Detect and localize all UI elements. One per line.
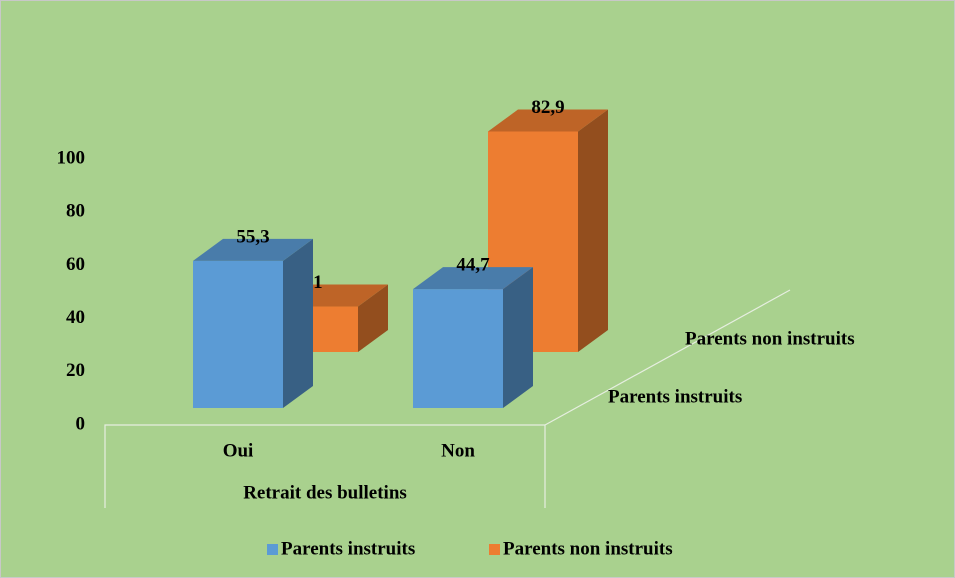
bar-top (193, 238, 313, 261)
floor (104, 289, 791, 508)
data-label: 82,9 (531, 97, 564, 118)
data-label: 55,3 (236, 226, 269, 247)
depth-label: Parents instruits (608, 386, 742, 407)
legend-label: Parents instruits (281, 538, 415, 559)
depth-label: Parents non instruits (685, 328, 855, 349)
legend-swatch (489, 544, 500, 555)
bar-side (503, 267, 533, 408)
data-label: 44,7 (456, 254, 490, 275)
y-tick-label: 60 (66, 254, 85, 275)
bar (413, 289, 503, 408)
bar-top (488, 109, 608, 132)
y-tick-label: 20 (66, 360, 85, 381)
x-tick-label: Non (441, 440, 475, 461)
bar-top (413, 267, 533, 290)
x-tick-label: Oui (223, 440, 254, 461)
y-tick-label: 0 (76, 413, 86, 434)
legend-swatch (267, 544, 278, 555)
bar-side (358, 284, 388, 352)
y-tick-label: 40 (66, 307, 85, 328)
y-tick-label: 100 (57, 147, 86, 168)
y-tick-label: 80 (66, 201, 85, 222)
bar-side (283, 238, 313, 408)
legend-label: Parents non instruits (503, 538, 673, 559)
bar (193, 260, 283, 408)
bar-side (578, 109, 608, 353)
x-axis-title: Retrait des bulletins (243, 482, 407, 503)
